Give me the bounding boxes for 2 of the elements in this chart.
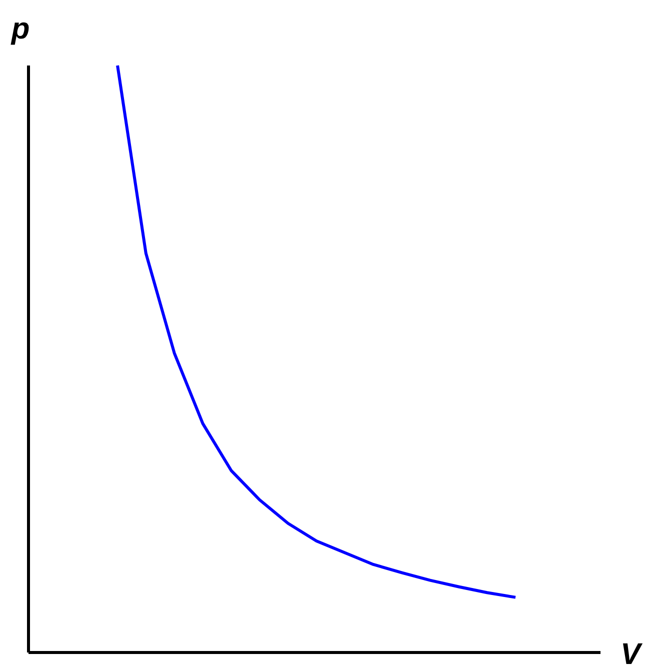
y-axis-title: p — [10, 12, 30, 46]
x-axis-title: V — [620, 638, 644, 665]
